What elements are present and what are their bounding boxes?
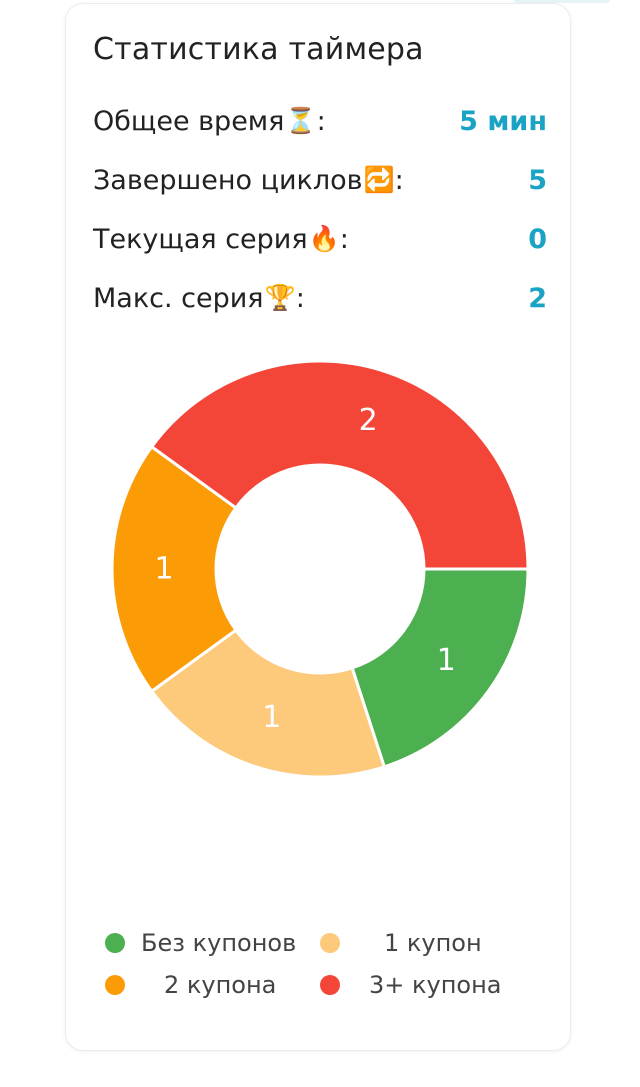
legend-item-1-coupon[interactable]: 1 купон [320,929,482,957]
legend-row-1: Без купонов 1 купон [66,929,572,971]
fire-icon: 🔥 [308,224,340,253]
timer-stats-card: Статистика таймера Общее время ⏳: 5 мин З… [65,3,571,1051]
donut-chart-svg: 1 1 1 2 [110,359,530,779]
chart-legend: Без купонов 1 купон 2 купона 3+ купона [66,929,572,1013]
legend-item-2-coupons[interactable]: 2 купона [105,971,276,999]
legend-dot-light-orange [320,933,340,953]
stat-cycles-completed: Завершено циклов 🔁: 5 [93,160,547,200]
stat-value-max-streak: 2 [528,282,547,314]
top-accent-bar [514,0,610,3]
stat-label-max-streak: Макс. серия 🏆: [93,282,305,314]
trophy-icon: 🏆 [264,283,296,312]
legend-item-no-coupons[interactable]: Без купонов [105,929,296,957]
legend-dot-red [320,975,340,995]
legend-row-2: 2 купона 3+ купона [66,971,572,1013]
hourglass-icon: ⏳ [285,106,317,135]
slice-3plus-coupons[interactable] [149,359,530,571]
stat-label-cycles: Завершено циклов 🔁: [93,164,404,196]
coupon-donut-chart: 1 1 1 2 [66,4,572,1052]
stat-total-time: Общее время ⏳: 5 мин [93,101,547,141]
stat-value-current-streak: 0 [528,223,547,255]
legend-dot-green [105,933,125,953]
stat-value-total-time: 5 мин [459,105,547,137]
legend-item-3plus-coupons[interactable]: 3+ купона [320,971,501,999]
card-title: Статистика таймера [93,32,424,67]
stat-value-cycles: 5 [528,164,547,196]
stat-current-streak: Текущая серия 🔥: 0 [93,219,547,259]
stat-max-streak: Макс. серия 🏆: 2 [93,278,547,318]
slice-2-coupons[interactable] [110,444,238,694]
label-no-coupons: 1 [437,643,456,678]
label-3plus-coupons: 2 [359,403,378,438]
repeat-icon: 🔁 [363,165,395,194]
legend-dot-orange [105,975,125,995]
stat-label-current-streak: Текущая серия 🔥: [93,223,349,255]
label-1-coupon: 1 [262,700,281,735]
stat-label-total-time: Общее время ⏳: [93,105,326,137]
label-2-coupons: 1 [154,552,173,587]
slice-1-coupon[interactable] [149,628,387,779]
slice-no-coupons[interactable] [350,567,530,769]
